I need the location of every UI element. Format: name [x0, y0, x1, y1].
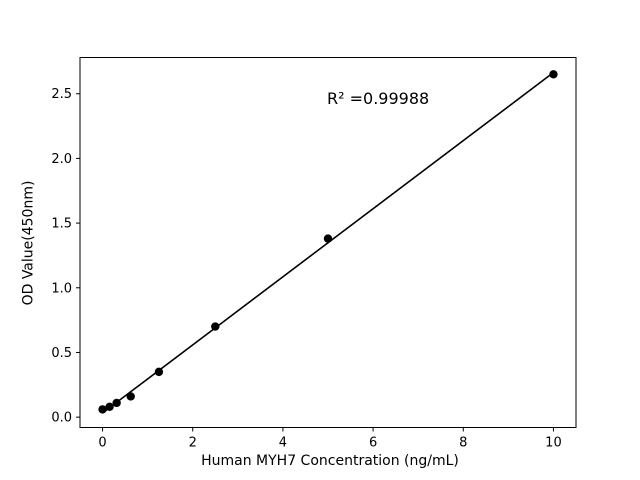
y-tick-label: 2.5 — [51, 87, 72, 102]
r-squared-annotation: R² =0.99988 — [327, 89, 430, 108]
x-tick-label: 8 — [459, 436, 467, 451]
data-point — [211, 322, 220, 331]
y-tick-label: 0.5 — [51, 346, 72, 361]
x-tick-label: 4 — [279, 436, 287, 451]
x-tick-label: 6 — [369, 436, 377, 451]
data-point — [154, 367, 164, 377]
y-tick-label: 1.0 — [51, 281, 72, 296]
y-tick-label: 0.0 — [51, 411, 72, 426]
data-point — [549, 70, 558, 79]
y-tick-label: 2.0 — [51, 152, 72, 167]
data-point — [323, 234, 333, 243]
data-point — [112, 398, 121, 408]
data-point — [105, 402, 114, 412]
x-axis-label: Human MYH7 Concentration (ng/mL) — [201, 453, 459, 469]
x-tick-label: 2 — [189, 436, 197, 451]
plot-border — [79, 57, 577, 428]
data-point — [98, 405, 107, 414]
y-tick-label: 1.5 — [51, 217, 72, 232]
data-point — [126, 392, 135, 401]
x-tick-label: 10 — [545, 436, 562, 451]
y-axis-label: OD Value(450nm) — [20, 180, 37, 306]
x-tick-label: 0 — [98, 436, 106, 451]
